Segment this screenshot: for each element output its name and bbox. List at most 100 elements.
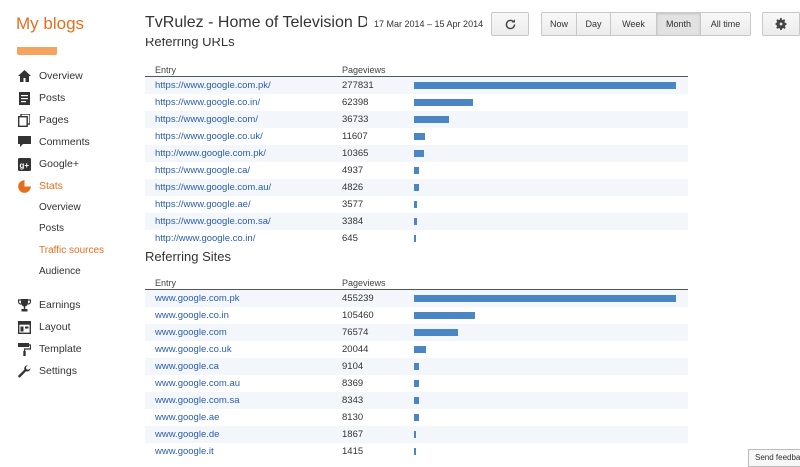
pages-icon <box>17 113 31 127</box>
range-month-button[interactable]: Month <box>657 12 701 36</box>
entry-link[interactable]: www.google.com.pk <box>155 293 240 304</box>
table-row: www.google.ca 9104 <box>145 358 688 375</box>
my-blogs-link[interactable]: My blogs <box>16 14 85 33</box>
table-row: https://www.google.co.in/62398 <box>145 94 688 111</box>
entry-link[interactable]: www.google.com <box>155 327 227 338</box>
google-plus-icon: g+ <box>17 157 31 171</box>
entry-link[interactable]: www.google.ae <box>155 412 220 423</box>
entry-link[interactable]: https://www.google.com.au/ <box>155 182 272 193</box>
pageviews-value: 455239 <box>342 293 374 304</box>
sidebar-item-settings[interactable]: Settings <box>17 362 77 380</box>
sidebar-item-template[interactable]: Template <box>17 340 82 358</box>
pageviews-value: 10365 <box>342 148 369 159</box>
table-header: Entry Pageviews <box>145 276 688 290</box>
entry-link[interactable]: http://www.google.co.in/ <box>155 233 256 244</box>
pageviews-value: 36733 <box>342 114 369 125</box>
settings-gear-button[interactable] <box>762 12 800 36</box>
layout-icon <box>17 320 31 334</box>
pageviews-bar <box>414 235 416 242</box>
entry-link[interactable]: https://www.google.com.sa/ <box>155 216 271 227</box>
col-pageviews-header: Pageviews <box>342 278 386 288</box>
table-row: https://www.google.com.sa/3384 <box>145 213 688 230</box>
pageviews-bar <box>414 329 458 336</box>
new-post-button[interactable] <box>17 47 57 55</box>
pageviews-bar <box>414 295 676 302</box>
sidebar-item-label: Google+ <box>39 158 79 170</box>
pageviews-value: 9104 <box>342 361 364 372</box>
sidebar-item-label: Settings <box>39 365 77 377</box>
sidebar-item-google-plus[interactable]: g+ Google+ <box>17 155 79 173</box>
stats-subitem-posts[interactable]: Posts <box>39 223 65 234</box>
range-selector: Now Day Week Month All time <box>541 12 751 36</box>
table-row: http://www.google.co.in/645 <box>145 230 688 247</box>
pageviews-bar <box>414 397 419 404</box>
table-body: www.google.com.pk 455239 www.google.co.in 1… <box>145 290 688 460</box>
pageviews-bar <box>414 312 475 319</box>
pageviews-value: 8130 <box>342 412 364 423</box>
referring-sites-table: Entry Pageviews www.google.com.pk 455239 w… <box>145 276 688 460</box>
sidebar-item-earnings[interactable]: Earnings <box>17 296 80 314</box>
pageviews-bar <box>414 133 425 140</box>
pageviews-bar <box>414 431 416 438</box>
entry-link[interactable]: https://www.google.ca/ <box>155 165 251 176</box>
pageviews-bar <box>414 116 449 123</box>
range-day-button[interactable]: Day <box>577 12 611 36</box>
sidebar-item-label: Pages <box>39 114 69 126</box>
range-week-button[interactable]: Week <box>611 12 657 36</box>
table-row: www.google.de 1867 <box>145 426 688 443</box>
sidebar-item-stats[interactable]: Stats <box>17 177 63 195</box>
pageviews-bar <box>414 346 426 353</box>
sidebar-item-posts[interactable]: Posts <box>17 89 65 107</box>
pageviews-bar <box>414 448 416 455</box>
sidebar-item-label: Posts <box>39 92 66 104</box>
date-range: 17 Mar 2014 – 15 Apr 2014 <box>374 19 484 29</box>
table-row: www.google.it 1415 <box>145 443 688 460</box>
pageviews-bar <box>414 99 473 106</box>
sidebar-item-layout[interactable]: Layout <box>17 318 71 336</box>
entry-link[interactable]: http://www.google.com.pk/ <box>155 148 266 159</box>
entry-link[interactable]: www.google.ca <box>155 361 219 372</box>
sidebar-item-overview[interactable]: Overview <box>17 67 83 85</box>
range-alltime-button[interactable]: All time <box>701 12 751 36</box>
stats-subitem-traffic-sources[interactable]: Traffic sources <box>39 245 105 256</box>
stats-subitem-overview[interactable]: Overview <box>39 202 81 213</box>
table-row: https://www.google.co.uk/11607 <box>145 128 688 145</box>
send-feedback-button[interactable]: Send feedback <box>748 449 800 467</box>
stats-subitem-audience[interactable]: Audience <box>39 266 81 277</box>
sidebar: Overview Posts Pages Comments g+ Google+… <box>0 47 140 467</box>
header: My blogs TvRulez - Home of Television Dr… <box>0 0 800 47</box>
sidebar-item-pages[interactable]: Pages <box>17 111 69 129</box>
pageviews-value: 3384 <box>342 216 364 227</box>
pageviews-value: 8343 <box>342 395 364 406</box>
pageviews-bar <box>414 184 419 191</box>
pageviews-bar <box>414 167 419 174</box>
table-row: www.google.com 76574 <box>145 324 688 341</box>
entry-link[interactable]: https://www.google.ae/ <box>155 199 251 210</box>
wrench-icon <box>17 364 31 378</box>
entry-link[interactable]: www.google.co.uk <box>155 344 232 355</box>
entry-link[interactable]: www.google.co.in <box>155 310 229 321</box>
table-body: https://www.google.com.pk/277831 https://… <box>145 77 688 247</box>
trophy-icon <box>17 298 31 312</box>
sidebar-item-comments[interactable]: Comments <box>17 133 90 151</box>
referring-sites-heading: Referring Sites <box>145 249 231 264</box>
entry-link[interactable]: https://www.google.co.in/ <box>155 97 261 108</box>
svg-text:g+: g+ <box>19 161 29 170</box>
pageviews-value: 1415 <box>342 446 364 457</box>
refresh-icon <box>505 18 515 29</box>
entry-link[interactable]: www.google.com.au <box>155 378 241 389</box>
entry-link[interactable]: www.google.de <box>155 429 220 440</box>
pageviews-bar <box>414 201 417 208</box>
range-now-button[interactable]: Now <box>541 12 577 36</box>
entry-link[interactable]: https://www.google.com/ <box>155 114 258 125</box>
entry-link[interactable]: https://www.google.com.pk/ <box>155 80 271 91</box>
table-row: www.google.com.sa 8343 <box>145 392 688 409</box>
sidebar-item-label: Layout <box>39 321 71 333</box>
entry-link[interactable]: www.google.com.sa <box>155 395 240 406</box>
table-row: www.google.ae 8130 <box>145 409 688 426</box>
pageviews-value: 76574 <box>342 327 369 338</box>
pageviews-bar <box>414 414 419 421</box>
refresh-button[interactable] <box>491 12 529 36</box>
entry-link[interactable]: https://www.google.co.uk/ <box>155 131 263 142</box>
entry-link[interactable]: www.google.it <box>155 446 214 457</box>
